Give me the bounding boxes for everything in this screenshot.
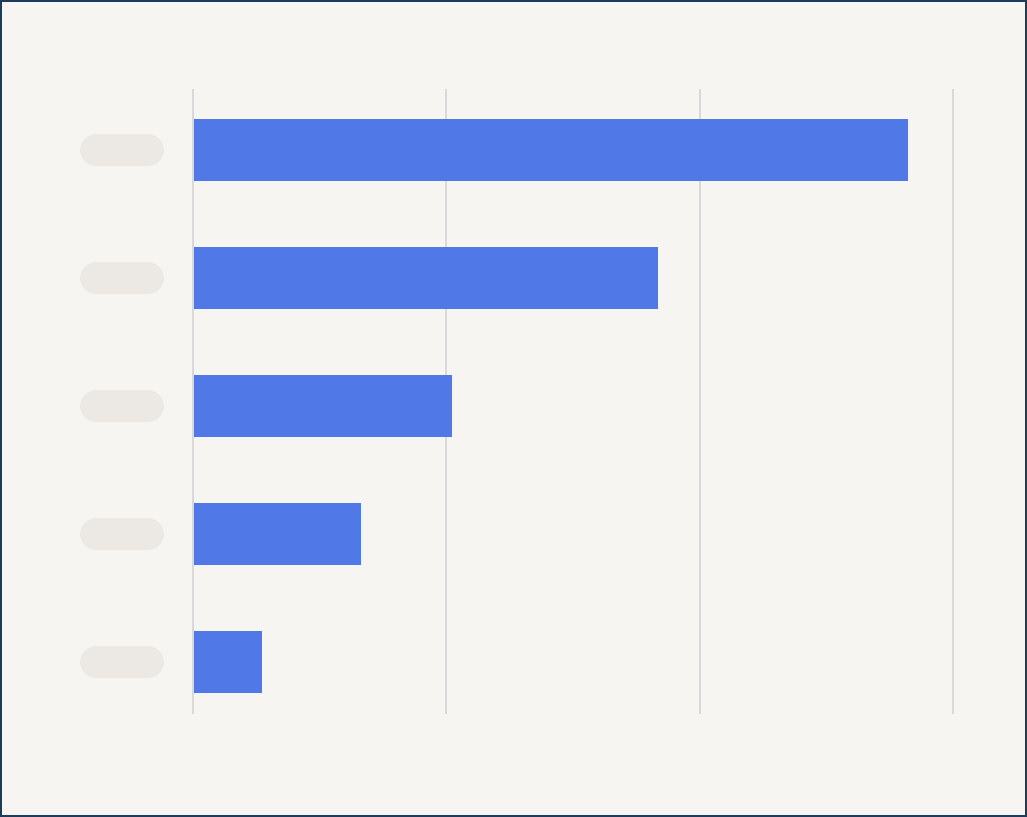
y-axis-label-placeholder (80, 134, 164, 166)
y-axis-label-placeholder (80, 518, 164, 550)
y-axis-label-placeholder (80, 390, 164, 422)
y-axis-label-placeholder (80, 262, 164, 294)
gridline (952, 89, 954, 714)
bar (194, 503, 361, 565)
plot-area (192, 89, 952, 714)
gridline (699, 89, 701, 714)
bar (194, 375, 452, 437)
chart-frame (0, 0, 1027, 817)
bar (194, 247, 658, 309)
bar (194, 631, 262, 693)
bar (194, 119, 908, 181)
y-axis-label-placeholder (80, 646, 164, 678)
